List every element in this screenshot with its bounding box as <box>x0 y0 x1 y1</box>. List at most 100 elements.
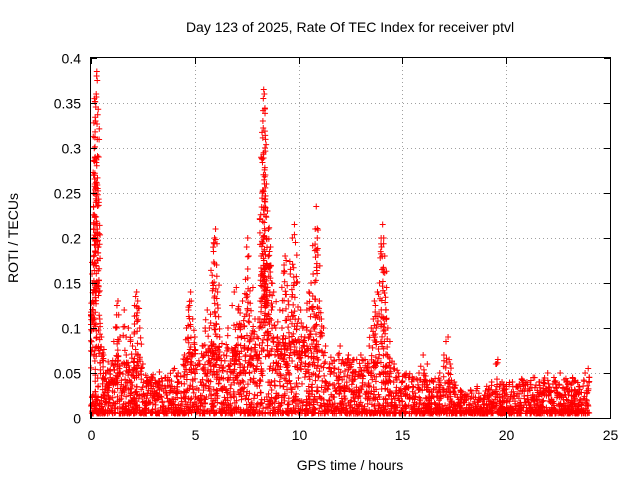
data-point <box>544 370 551 376</box>
data-point <box>329 393 336 400</box>
data-point <box>379 333 386 340</box>
data-point <box>462 397 469 404</box>
data-point <box>314 247 321 254</box>
data-point <box>224 332 231 339</box>
data-point <box>436 401 443 408</box>
data-point <box>206 387 213 394</box>
data-point <box>348 404 355 411</box>
data-point <box>92 388 99 395</box>
data-point <box>409 388 416 395</box>
data-point <box>305 369 312 376</box>
data-point <box>471 410 478 417</box>
data-point <box>261 219 268 226</box>
data-point <box>97 231 104 238</box>
data-point <box>259 195 266 202</box>
data-point <box>313 267 320 274</box>
data-point <box>316 305 323 312</box>
data-point <box>293 380 300 387</box>
data-point <box>206 409 213 416</box>
data-point <box>357 364 364 371</box>
data-point <box>268 386 275 393</box>
data-point <box>213 273 220 280</box>
data-point <box>284 282 291 289</box>
data-point <box>324 386 331 393</box>
data-point <box>565 399 572 406</box>
data-point <box>518 376 525 383</box>
data-point <box>502 392 509 399</box>
data-point <box>125 362 132 369</box>
data-point <box>306 331 313 338</box>
data-point <box>425 401 432 408</box>
data-point <box>351 376 358 383</box>
data-point <box>191 346 198 353</box>
data-point <box>418 410 425 417</box>
data-point <box>110 338 117 345</box>
data-point <box>228 381 235 388</box>
data-point <box>353 401 360 408</box>
data-point <box>215 347 222 354</box>
data-point <box>393 374 400 381</box>
data-point <box>221 383 228 390</box>
data-point <box>467 388 474 394</box>
data-point <box>274 370 281 377</box>
data-point <box>144 374 151 381</box>
data-point <box>328 368 335 375</box>
data-point <box>290 264 297 271</box>
data-point <box>280 383 287 390</box>
data-point <box>316 393 323 400</box>
data-point <box>381 253 388 259</box>
data-point <box>472 403 479 410</box>
data-point <box>91 357 98 364</box>
data-point <box>383 268 390 275</box>
data-point <box>115 311 122 318</box>
data-point <box>312 377 319 384</box>
y-tick-label: 0.4 <box>62 51 82 67</box>
data-point <box>451 379 458 385</box>
data-point <box>192 362 199 369</box>
data-point <box>371 337 378 344</box>
data-point <box>105 381 112 388</box>
data-point <box>90 204 97 211</box>
data-point <box>274 318 281 325</box>
data-point <box>393 384 400 391</box>
data-point <box>248 401 255 408</box>
data-point <box>420 366 427 373</box>
y-tick-label: 0.35 <box>54 96 81 112</box>
data-point <box>278 325 285 331</box>
data-point <box>314 387 321 394</box>
data-point <box>301 363 308 370</box>
data-point <box>231 407 238 414</box>
data-point <box>366 410 373 417</box>
data-point <box>97 347 104 354</box>
data-point <box>399 379 406 385</box>
data-point <box>303 326 310 333</box>
data-point <box>175 370 182 376</box>
data-point <box>566 410 573 417</box>
data-point <box>446 410 453 417</box>
data-point <box>230 322 237 329</box>
data-point <box>222 397 229 404</box>
data-point <box>277 371 284 378</box>
data-point <box>383 284 390 291</box>
data-point <box>314 399 321 406</box>
data-point <box>266 263 273 269</box>
data-point <box>325 410 332 417</box>
data-point <box>371 388 378 395</box>
data-point <box>305 289 312 295</box>
data-point <box>375 346 382 353</box>
data-point <box>348 381 355 388</box>
data-point <box>185 339 192 346</box>
data-point <box>321 349 328 356</box>
data-point <box>396 387 403 394</box>
data-point <box>277 382 284 389</box>
data-point <box>276 403 283 410</box>
x-tick-label: 15 <box>395 427 411 443</box>
data-point <box>267 410 274 417</box>
data-point <box>265 390 272 397</box>
data-point <box>148 390 155 397</box>
data-point <box>195 361 202 367</box>
data-point <box>316 262 323 269</box>
data-point <box>250 375 257 382</box>
data-point <box>359 383 366 390</box>
data-point <box>131 320 138 327</box>
